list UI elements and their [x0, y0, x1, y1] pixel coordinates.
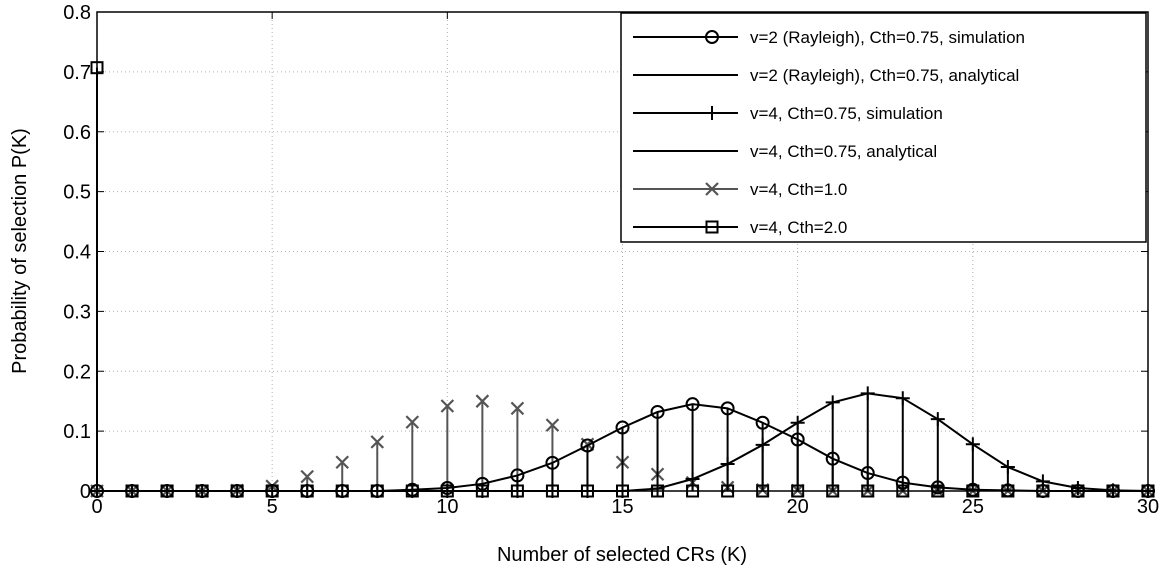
legend-entry: v=2 (Rayleigh), Cth=0.75, analytical: [633, 66, 1019, 85]
x-marker: [405, 415, 420, 429]
x-tick-label: 0: [91, 496, 102, 518]
x-tick-label: 10: [436, 496, 458, 518]
legend-label: v=4, Cth=2.0: [750, 218, 847, 237]
x-marker: [335, 455, 350, 470]
legend-entry: v=4, Cth=0.75, simulation: [633, 104, 943, 123]
legend-label: v=4, Cth=1.0: [750, 180, 847, 199]
y-tick-label: 0.8: [63, 2, 91, 24]
x-tick-label: 30: [1137, 496, 1159, 518]
legend-entry: v=2 (Rayleigh), Cth=0.75, simulation: [633, 28, 1025, 47]
x-tick-label: 5: [267, 496, 278, 518]
y-tick-label: 0.3: [63, 301, 91, 323]
legend-label: v=2 (Rayleigh), Cth=0.75, analytical: [750, 66, 1019, 85]
circle-marker: [650, 404, 665, 419]
x-marker: [370, 435, 385, 449]
y-tick-label: 0.4: [63, 242, 91, 264]
legend-label: v=4, Cth=0.75, simulation: [750, 104, 943, 123]
square-marker: [705, 220, 719, 234]
x-marker: [440, 399, 455, 413]
circle-marker: [580, 438, 595, 453]
legend-label: v=2 (Rayleigh), Cth=0.75, simulation: [750, 28, 1025, 47]
legend: v=2 (Rayleigh), Cth=0.75, simulation v=2 …: [620, 12, 1147, 243]
x-tick-label: 20: [787, 496, 809, 518]
circle-marker: [755, 415, 770, 430]
x-tick-label: 15: [611, 496, 633, 518]
x-tick-label: 25: [962, 496, 984, 518]
y-tick-label: 0.1: [63, 421, 91, 443]
circle-marker: [705, 30, 719, 44]
y-tick-label: 0.2: [63, 361, 91, 383]
legend-box: [620, 12, 1147, 243]
y-tick-label: 0: [80, 481, 91, 503]
y-tick-label: 0.6: [63, 122, 91, 144]
circle-marker: [545, 455, 560, 470]
y-tick-label: 0.7: [63, 62, 91, 84]
circle-marker: [510, 468, 525, 483]
x-marker: [475, 394, 490, 408]
x-axis-label: Number of selected CRs (K): [497, 544, 747, 566]
y-tick-label: 0.5: [63, 182, 91, 204]
x-marker: [545, 418, 560, 432]
legend-entry: v=4, Cth=1.0: [633, 180, 847, 199]
legend-entry: v=4, Cth=0.75, analytical: [633, 142, 937, 161]
circle-marker: [615, 420, 630, 435]
plus-marker: [705, 106, 719, 120]
x-marker: [510, 401, 525, 416]
y-axis-label: Probability of selection P(K): [9, 128, 31, 374]
legend-entry: v=4, Cth=2.0: [633, 218, 847, 237]
x-marker: [705, 182, 719, 196]
x-marker: [300, 469, 314, 484]
legend-label: v=4, Cth=0.75, analytical: [750, 142, 937, 161]
